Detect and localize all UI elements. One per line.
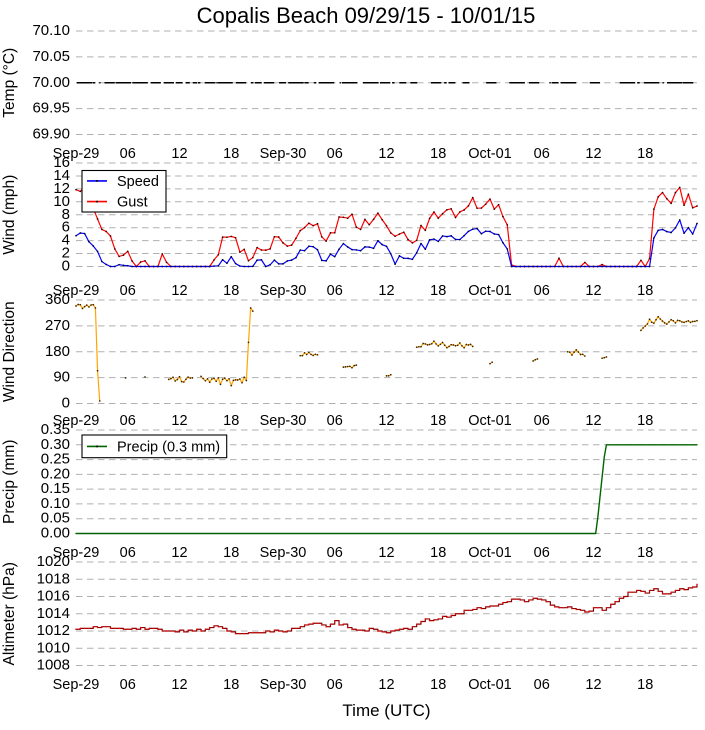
- svg-text:Gust: Gust: [117, 195, 148, 211]
- svg-text:12: 12: [585, 545, 601, 561]
- svg-text:12: 12: [171, 545, 187, 561]
- svg-text:Sep-30: Sep-30: [260, 283, 307, 299]
- svg-text:18: 18: [223, 146, 239, 162]
- svg-text:18: 18: [430, 545, 446, 561]
- svg-text:12: 12: [378, 413, 394, 429]
- svg-text:Sep-30: Sep-30: [260, 677, 307, 693]
- svg-text:Oct-01: Oct-01: [468, 545, 512, 561]
- svg-text:18: 18: [430, 283, 446, 299]
- svg-text:06: 06: [534, 283, 550, 299]
- svg-text:70.05: 70.05: [32, 48, 70, 65]
- svg-text:Sep-30: Sep-30: [260, 545, 307, 561]
- svg-text:06: 06: [327, 146, 343, 162]
- svg-text:06: 06: [534, 413, 550, 429]
- svg-text:18: 18: [430, 677, 446, 693]
- svg-text:12: 12: [171, 677, 187, 693]
- svg-text:18: 18: [223, 283, 239, 299]
- svg-text:Altimeter (hPa): Altimeter (hPa): [1, 562, 18, 665]
- svg-text:12: 12: [378, 146, 394, 162]
- svg-text:06: 06: [327, 283, 343, 299]
- svg-text:Copalis Beach 09/29/15 - 10/01: Copalis Beach 09/29/15 - 10/01/15: [197, 3, 536, 28]
- svg-text:Oct-01: Oct-01: [468, 413, 512, 429]
- svg-text:69.95: 69.95: [32, 100, 70, 117]
- svg-text:Oct-01: Oct-01: [468, 677, 512, 693]
- svg-text:0.00: 0.00: [41, 525, 70, 542]
- svg-text:0: 0: [62, 395, 70, 412]
- svg-text:12: 12: [585, 413, 601, 429]
- svg-text:70.00: 70.00: [32, 74, 70, 91]
- svg-text:18: 18: [430, 146, 446, 162]
- svg-text:12: 12: [171, 146, 187, 162]
- svg-text:06: 06: [327, 677, 343, 693]
- svg-text:12: 12: [585, 283, 601, 299]
- svg-text:Time (UTC): Time (UTC): [342, 701, 430, 720]
- svg-text:Oct-01: Oct-01: [468, 146, 512, 162]
- svg-text:1008: 1008: [37, 657, 70, 674]
- svg-text:06: 06: [534, 677, 550, 693]
- svg-text:06: 06: [534, 146, 550, 162]
- svg-text:18: 18: [223, 413, 239, 429]
- svg-text:12: 12: [378, 545, 394, 561]
- svg-text:1018: 1018: [37, 570, 70, 587]
- svg-text:Sep-30: Sep-30: [260, 413, 307, 429]
- svg-text:1012: 1012: [37, 622, 70, 639]
- svg-text:Sep-30: Sep-30: [260, 146, 307, 162]
- svg-text:12: 12: [585, 677, 601, 693]
- svg-text:06: 06: [327, 545, 343, 561]
- svg-text:Precip (0.3 mm): Precip (0.3 mm): [117, 439, 220, 455]
- svg-text:06: 06: [120, 677, 136, 693]
- svg-text:1020: 1020: [37, 553, 70, 570]
- svg-text:18: 18: [637, 413, 653, 429]
- svg-text:12: 12: [378, 677, 394, 693]
- svg-text:69.90: 69.90: [32, 126, 70, 143]
- svg-text:Speed: Speed: [117, 174, 159, 190]
- svg-text:06: 06: [534, 545, 550, 561]
- svg-text:18: 18: [637, 677, 653, 693]
- svg-text:270: 270: [45, 317, 70, 334]
- svg-text:18: 18: [637, 283, 653, 299]
- svg-text:180: 180: [45, 343, 70, 360]
- svg-text:06: 06: [120, 413, 136, 429]
- svg-text:70.10: 70.10: [32, 22, 70, 39]
- svg-text:12: 12: [378, 283, 394, 299]
- svg-text:1014: 1014: [37, 605, 70, 622]
- svg-text:12: 12: [171, 413, 187, 429]
- svg-text:360: 360: [45, 291, 70, 308]
- svg-text:Wind (mph): Wind (mph): [1, 175, 18, 255]
- svg-text:Sep-29: Sep-29: [53, 677, 100, 693]
- svg-text:06: 06: [120, 283, 136, 299]
- svg-text:18: 18: [223, 677, 239, 693]
- svg-text:Oct-01: Oct-01: [468, 283, 512, 299]
- svg-text:18: 18: [430, 413, 446, 429]
- svg-text:18: 18: [637, 146, 653, 162]
- svg-text:12: 12: [585, 146, 601, 162]
- svg-text:18: 18: [637, 545, 653, 561]
- svg-text:06: 06: [120, 146, 136, 162]
- svg-text:18: 18: [223, 545, 239, 561]
- svg-text:Wind Direction: Wind Direction: [1, 301, 18, 402]
- svg-text:1016: 1016: [37, 588, 70, 605]
- svg-text:Precip (mm): Precip (mm): [1, 440, 18, 524]
- svg-text:90: 90: [53, 369, 70, 386]
- svg-text:06: 06: [327, 413, 343, 429]
- svg-text:1010: 1010: [37, 639, 70, 656]
- svg-text:12: 12: [171, 283, 187, 299]
- svg-text:Temp (°C): Temp (°C): [1, 48, 18, 118]
- svg-text:06: 06: [120, 545, 136, 561]
- svg-text:0: 0: [62, 258, 70, 275]
